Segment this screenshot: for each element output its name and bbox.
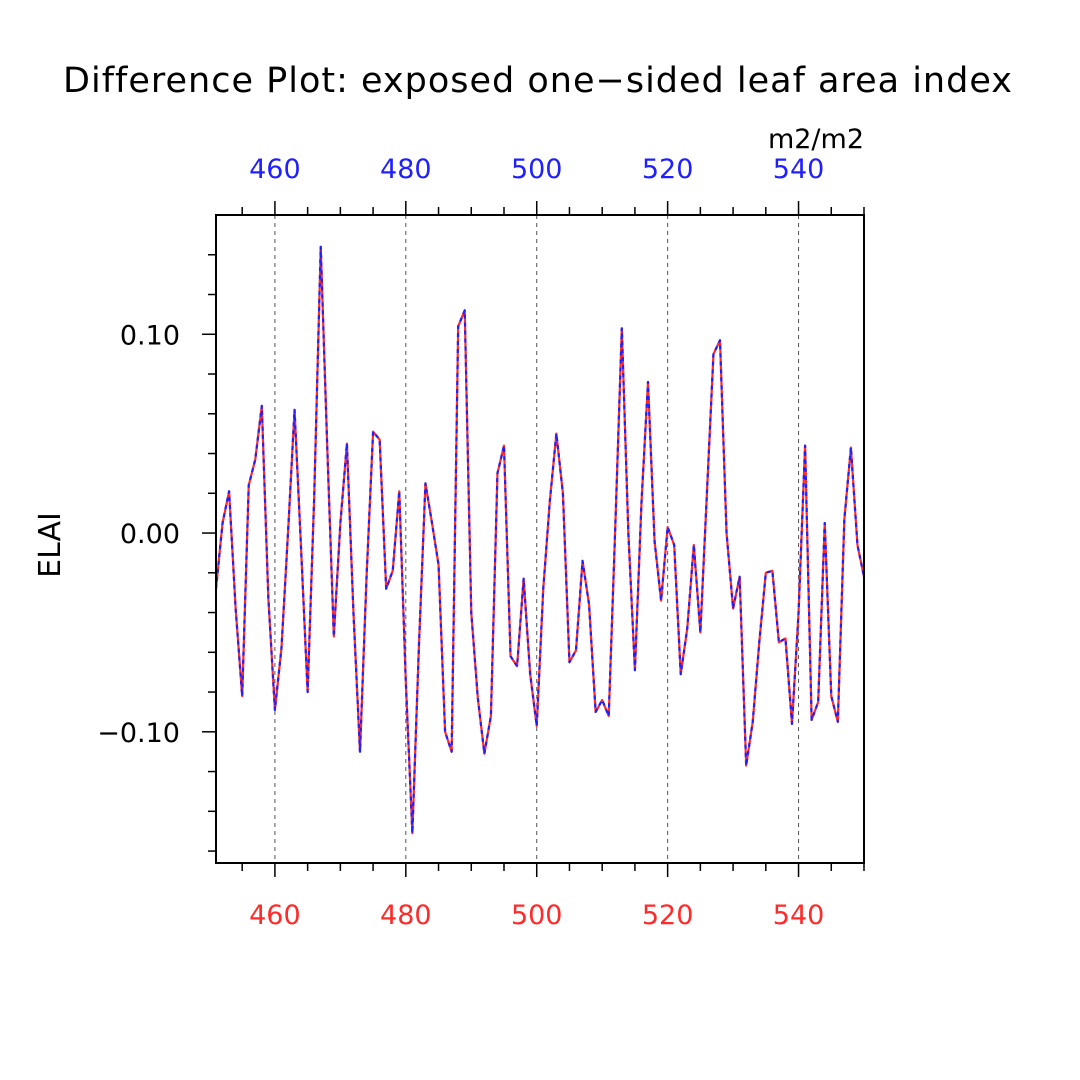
gridlines (274, 215, 800, 863)
x-tick-label-bottom: 540 (773, 900, 825, 931)
x-tick-label-top: 460 (249, 154, 301, 185)
y-tick-label: 0.00 (120, 519, 180, 550)
units-label: m2/m2 (768, 124, 864, 155)
x-tick-label-top: 480 (380, 154, 432, 185)
y-axis-label: ELAI (33, 512, 68, 578)
tick-labels: 460 460 480 480 500 500 520 520 540 540 −0.10 0.00 0… (97, 154, 824, 931)
chart-title: Difference Plot: exposed one−sided leaf … (63, 61, 1013, 101)
x-tick-label-top: 500 (511, 154, 563, 185)
series-line-blue-dashed (214, 245, 866, 835)
x-tick-label-bottom: 480 (380, 900, 432, 931)
x-tick-label-top: 520 (642, 154, 694, 185)
x-tick-label-bottom: 500 (511, 900, 563, 931)
x-tick-label-bottom: 460 (249, 900, 301, 931)
y-tick-label: −0.10 (97, 718, 180, 749)
x-tick-label-top: 540 (773, 154, 825, 185)
y-tick-label: 0.10 (120, 320, 180, 351)
series-layer (214, 245, 866, 835)
plot-frame (215, 214, 865, 864)
axes (202, 201, 865, 877)
x-tick-label-bottom: 520 (642, 900, 694, 931)
